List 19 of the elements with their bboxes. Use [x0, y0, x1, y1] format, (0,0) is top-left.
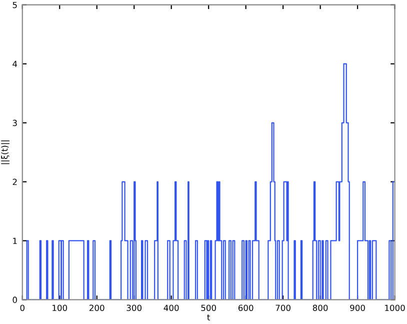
x-tick-label: 900 — [350, 304, 365, 312]
x-tick-label: 600 — [238, 304, 254, 312]
x-tick-label: 100 — [52, 304, 68, 312]
x-tick-label: 500 — [201, 304, 216, 312]
y-tick-label: 2 — [12, 178, 17, 185]
y-tick-label: 3 — [12, 120, 17, 126]
x-tick-label: 700 — [276, 304, 290, 312]
y-tick-label: 4 — [12, 60, 18, 67]
x-tick-label: 300 — [126, 304, 142, 312]
x-tick-label: 800 — [312, 304, 328, 312]
x-tick-label: 400 — [164, 304, 179, 312]
x-tick-label: 200 — [90, 304, 104, 312]
y-axis-title: ||ξ(t)|| — [1, 140, 10, 164]
x-axis-title: t — [207, 314, 210, 320]
y-tick-label: 1 — [13, 238, 17, 244]
y-tick-label: 0 — [12, 296, 17, 303]
x-tick-label: 0 — [20, 304, 24, 312]
x-tick-label: 1000 — [385, 304, 405, 312]
y-tick-label: 5 — [12, 2, 17, 8]
